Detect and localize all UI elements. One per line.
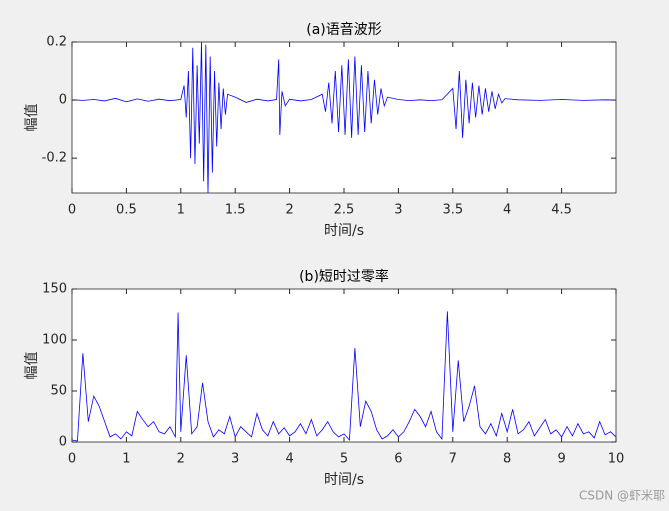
y-tick-label: 150 <box>42 282 67 297</box>
y-tick-label: 0.2 <box>46 35 67 50</box>
y-tick-label: -0.2 <box>42 151 67 166</box>
x-axis-label: 时间/s <box>324 223 364 239</box>
x-tick-label: 10 <box>608 452 625 467</box>
x-tick-label: 4 <box>503 203 511 218</box>
x-tick-label: 0 <box>68 203 76 218</box>
x-tick-label: 2 <box>177 452 185 467</box>
data-line <box>71 311 617 442</box>
x-axis-label: 时间/s <box>324 472 364 488</box>
x-tick-label: 6 <box>394 452 402 467</box>
chart-title: (a)语音波形 <box>306 21 382 38</box>
y-tick-label: 100 <box>42 333 67 348</box>
x-tick-label: 1 <box>177 203 185 218</box>
x-tick-label: 3.5 <box>442 203 463 218</box>
y-axis-label: 幅值 <box>24 352 40 380</box>
x-tick-label: 4 <box>285 452 293 467</box>
x-tick-label: 1.5 <box>225 203 246 218</box>
y-tick-label: 0 <box>59 93 67 108</box>
x-tick-label: 4.5 <box>551 203 572 218</box>
x-tick-label: 5 <box>340 452 348 467</box>
axes-background <box>72 289 616 442</box>
x-tick-label: 7 <box>449 452 457 467</box>
data-line <box>71 41 615 194</box>
x-tick-label: 8 <box>503 452 511 467</box>
x-tick-label: 3 <box>231 452 239 467</box>
y-axis-label: 幅值 <box>24 104 40 132</box>
x-tick-label: 0 <box>68 452 76 467</box>
x-tick-label: 1 <box>122 452 130 467</box>
x-tick-label: 3 <box>394 203 402 218</box>
chart-title: (b)短时过零率 <box>299 268 389 285</box>
x-tick-label: 0.5 <box>116 203 137 218</box>
x-tick-label: 9 <box>557 452 565 467</box>
watermark: CSDN @虾米耶 <box>579 489 665 503</box>
x-tick-label: 2.5 <box>334 203 355 218</box>
x-tick-label: 2 <box>285 203 293 218</box>
y-tick-label: 50 <box>50 384 67 399</box>
y-tick-label: 0 <box>59 435 67 450</box>
